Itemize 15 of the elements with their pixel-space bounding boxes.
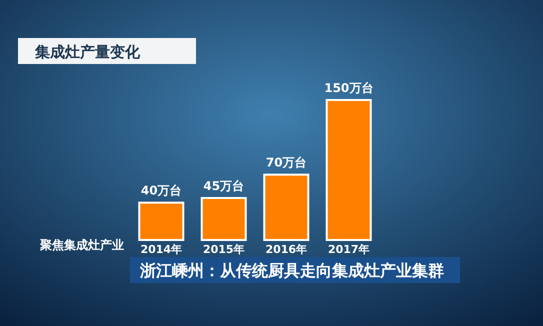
data-label: 45万台 xyxy=(203,179,244,193)
chart-title: 集成灶产量变化 xyxy=(34,43,141,61)
x-tick-label: 2015年 xyxy=(202,243,245,256)
text: 浙江嵊州：从传统厨具走向集成灶产业集群 xyxy=(139,261,444,280)
x-tick-label: 2014年 xyxy=(140,243,182,256)
text: 聚焦集成灶产业 xyxy=(39,238,124,252)
data-label: 70万台 xyxy=(266,156,307,170)
x-tick-label: 2017年 xyxy=(328,243,370,256)
bar xyxy=(263,174,310,241)
data-label: 150万台 xyxy=(324,81,374,95)
bar xyxy=(326,99,372,241)
bar xyxy=(138,202,184,241)
data-label: 40万台 xyxy=(140,184,182,198)
bar xyxy=(200,197,247,241)
x-tick-label: 2016年 xyxy=(265,243,308,256)
